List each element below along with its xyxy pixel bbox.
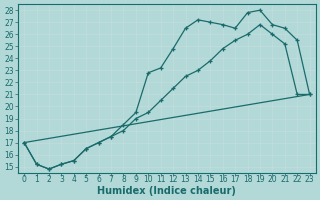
X-axis label: Humidex (Indice chaleur): Humidex (Indice chaleur) xyxy=(98,186,236,196)
